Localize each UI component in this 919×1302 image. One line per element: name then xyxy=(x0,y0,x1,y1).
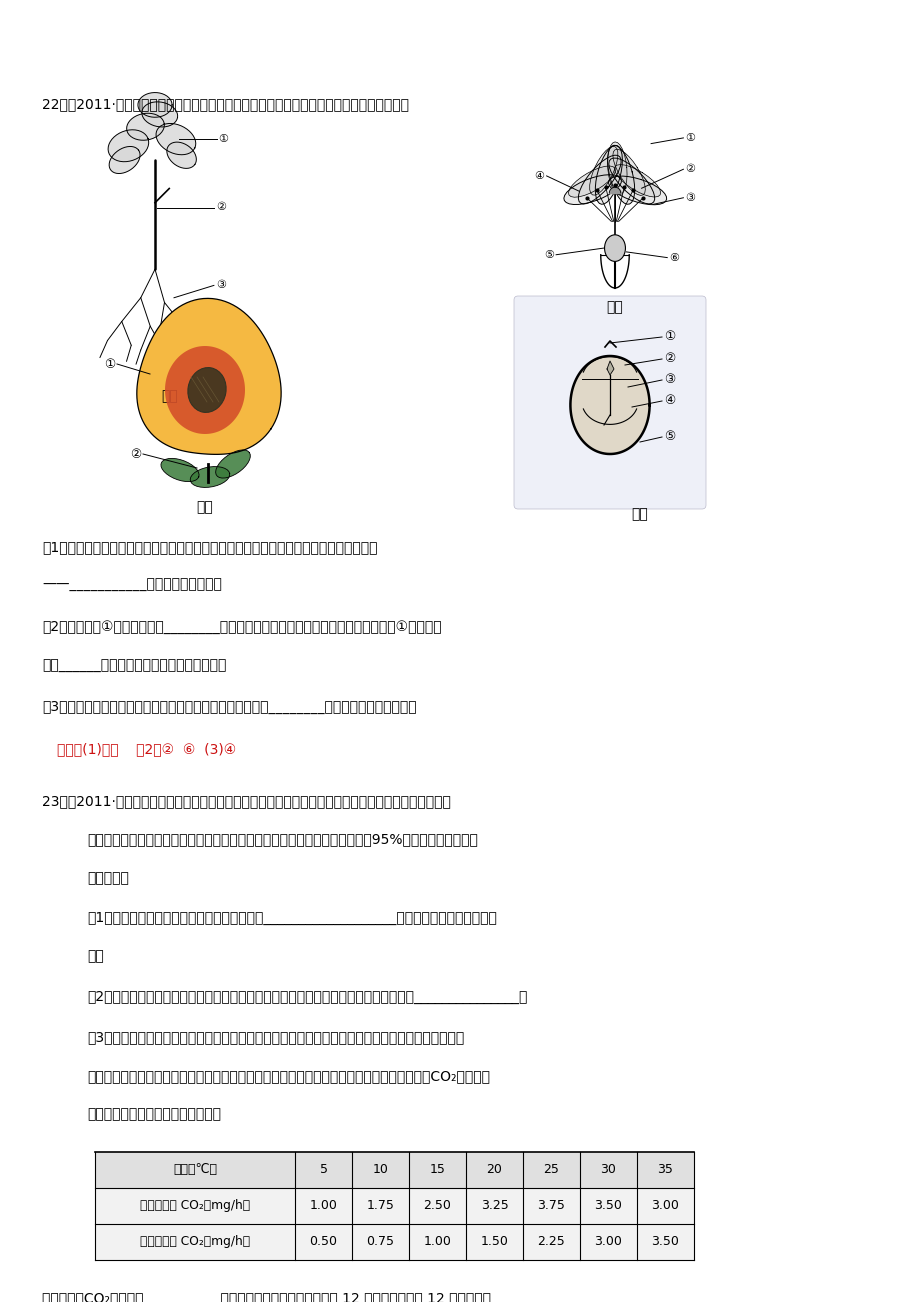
Text: ①: ① xyxy=(219,134,229,145)
Polygon shape xyxy=(614,164,660,197)
Text: ②: ② xyxy=(130,448,141,461)
Text: ④: ④ xyxy=(534,171,544,181)
Text: ①: ① xyxy=(664,331,675,344)
Text: （3）大豆油是烹调时常用的食用油，它主要来自于图丁中的________。（选填图丁中的标号）: （3）大豆油是烹调时常用的食用油，它主要来自于图丁中的________。（选填图… xyxy=(42,700,416,715)
Text: 0.50: 0.50 xyxy=(309,1236,337,1249)
Text: 30: 30 xyxy=(600,1163,616,1176)
Polygon shape xyxy=(578,155,620,204)
Text: 图甲: 图甲 xyxy=(162,389,178,404)
Polygon shape xyxy=(142,102,177,128)
Text: ④: ④ xyxy=(664,395,675,408)
Polygon shape xyxy=(589,146,618,195)
Text: 3.00: 3.00 xyxy=(651,1199,679,1212)
FancyBboxPatch shape xyxy=(514,296,705,509)
Polygon shape xyxy=(607,146,634,204)
Text: 图丁: 图丁 xyxy=(631,506,648,521)
Text: 黑暗下释放 CO₂（mg/h）: 黑暗下释放 CO₂（mg/h） xyxy=(140,1236,250,1249)
Text: ⑤: ⑤ xyxy=(664,431,675,444)
Text: 与释放量为指标，实验结果如下表：: 与释放量为指标，实验结果如下表： xyxy=(87,1108,221,1121)
Text: 植物吸收的CO₂主要用于___________。根据表中数据可知，如果连续 12 小时光照再连续 12 小时黑暗，: 植物吸收的CO₂主要用于___________。根据表中数据可知，如果连续 12… xyxy=(42,1292,491,1302)
Polygon shape xyxy=(612,150,644,195)
Polygon shape xyxy=(570,355,649,454)
Text: 2.50: 2.50 xyxy=(423,1199,451,1212)
Text: （1）今年的连续干旱使我省农作物受灾严重，农作物根吸收的水分是通过根茎叶中的管道: （1）今年的连续干旱使我省农作物受灾严重，农作物根吸收的水分是通过根茎叶中的管道 xyxy=(42,540,377,553)
Polygon shape xyxy=(607,142,627,195)
Text: （2）图甲中的①是由图丁中的________（选填图丁中的标号）发育而来的，而图丙中的①是由图乙: （2）图甲中的①是由图丁中的________（选填图丁中的标号）发育而来的，而图… xyxy=(42,620,441,634)
Text: 答案：(1)导管    （2）②  ⑥  (3)④: 答案：(1)导管 （2）② ⑥ (3)④ xyxy=(57,742,236,755)
Text: 回答问题。: 回答问题。 xyxy=(87,871,129,885)
Text: 20: 20 xyxy=(486,1163,502,1176)
Polygon shape xyxy=(156,124,196,155)
Text: （2）经过熊蜂的传粉，受精后桃花的多数结构凋落，惴有子房继续发育，并最终发育成_______________。: （2）经过熊蜂的传粉，受精后桃花的多数结构凋落，惴有子房继续发育，并最终发育成_… xyxy=(87,990,527,1004)
Text: ②: ② xyxy=(685,164,695,174)
Text: 的实验装置中，研究温度对光合作用和呼吸作用的影响（其他实验条件都是适宜的），实验以CO₂的吸收量: 的实验装置中，研究温度对光合作用和呼吸作用的影响（其他实验条件都是适宜的），实验… xyxy=(87,1069,490,1083)
Polygon shape xyxy=(165,346,244,434)
Ellipse shape xyxy=(187,367,226,413)
Text: 1.00: 1.00 xyxy=(423,1236,451,1249)
Polygon shape xyxy=(108,130,149,161)
Polygon shape xyxy=(563,174,620,204)
Polygon shape xyxy=(595,146,622,204)
Text: ⑥: ⑥ xyxy=(668,253,678,263)
Text: 3.00: 3.00 xyxy=(594,1236,622,1249)
Polygon shape xyxy=(127,113,165,141)
Text: ②: ② xyxy=(216,203,225,212)
Text: 2.25: 2.25 xyxy=(537,1236,565,1249)
Text: 25: 25 xyxy=(543,1163,559,1176)
Text: ③: ③ xyxy=(664,374,675,387)
Text: 1.50: 1.50 xyxy=(480,1236,508,1249)
Text: ①: ① xyxy=(685,133,695,143)
Text: 0.75: 0.75 xyxy=(366,1236,394,1249)
Polygon shape xyxy=(215,450,250,478)
Text: 15: 15 xyxy=(429,1163,445,1176)
Text: 3.50: 3.50 xyxy=(651,1236,679,1249)
Text: （3）温室内的温度与桃子产量有着密切联系。为探究这一问题，生物科技实验小组将某植物放在特定: （3）温室内的温度与桃子产量有着密切联系。为探究这一问题，生物科技实验小组将某植… xyxy=(87,1030,464,1044)
Text: 1.00: 1.00 xyxy=(309,1199,337,1212)
Polygon shape xyxy=(607,176,666,204)
Text: 1.75: 1.75 xyxy=(366,1199,394,1212)
Text: 35: 35 xyxy=(657,1163,673,1176)
Text: 图丙: 图丙 xyxy=(197,500,213,514)
Text: ②: ② xyxy=(664,353,675,366)
Polygon shape xyxy=(607,361,613,375)
Text: 22．（2011·黄岔）以下是绻色植物植株、花、果实、种子的示意图，请据图回答下列问题：: 22．（2011·黄岔）以下是绻色植物植株、花、果实、种子的示意图，请据图回答下… xyxy=(42,98,409,111)
Text: 3.75: 3.75 xyxy=(537,1199,565,1212)
Polygon shape xyxy=(137,298,281,454)
Text: 温度（℃）: 温度（℃） xyxy=(173,1163,217,1176)
Polygon shape xyxy=(161,458,199,482)
Text: （1）熊蜂与普通蜜蜂一样，它的发育也要经过___________________四个时期，属于完全变态发: （1）熊蜂与普通蜜蜂一样，它的发育也要经过___________________… xyxy=(87,911,496,926)
Text: 5: 5 xyxy=(319,1163,327,1176)
Text: 10: 10 xyxy=(372,1163,388,1176)
Text: ⑤: ⑤ xyxy=(544,250,553,260)
Text: 授粉率，果农把熊蜂的蜂巢也搬进了温室，经熊蜂传粉的桃花，其坐果率达到95%。请结合相关知识，: 授粉率，果农把熊蜂的蜂巢也搬进了温室，经熊蜂传粉的桃花，其坐果率达到95%。请结… xyxy=(87,832,477,846)
Text: ——___________输送到植株各处的。: ——___________输送到植株各处的。 xyxy=(42,578,221,592)
Text: 光照下吸收 CO₂（mg/h）: 光照下吸收 CO₂（mg/h） xyxy=(140,1199,250,1212)
Text: 中的______（选填图乙中的标号）发育而来。: 中的______（选填图乙中的标号）发育而来。 xyxy=(42,659,226,673)
Text: 图乙: 图乙 xyxy=(606,299,623,314)
Text: 育。: 育。 xyxy=(87,949,104,963)
Polygon shape xyxy=(608,158,654,204)
Text: ③: ③ xyxy=(216,280,225,290)
Text: ①: ① xyxy=(104,358,115,371)
Polygon shape xyxy=(190,466,230,487)
Text: 23．（2011·临沂）早春温室种桃，成熟早，价格高，已成为果农增收的重要方式，为进一步提高桃树的: 23．（2011·临沂）早春温室种桃，成熟早，价格高，已成为果农增收的重要方式，… xyxy=(42,794,450,807)
Text: ③: ③ xyxy=(685,193,695,203)
Polygon shape xyxy=(109,146,140,173)
Polygon shape xyxy=(568,165,615,197)
Text: 3.25: 3.25 xyxy=(480,1199,508,1212)
Polygon shape xyxy=(138,92,172,117)
Ellipse shape xyxy=(604,234,625,262)
Bar xyxy=(95,1152,693,1187)
Text: 3.50: 3.50 xyxy=(594,1199,622,1212)
Polygon shape xyxy=(166,142,196,168)
Bar xyxy=(95,1152,693,1260)
